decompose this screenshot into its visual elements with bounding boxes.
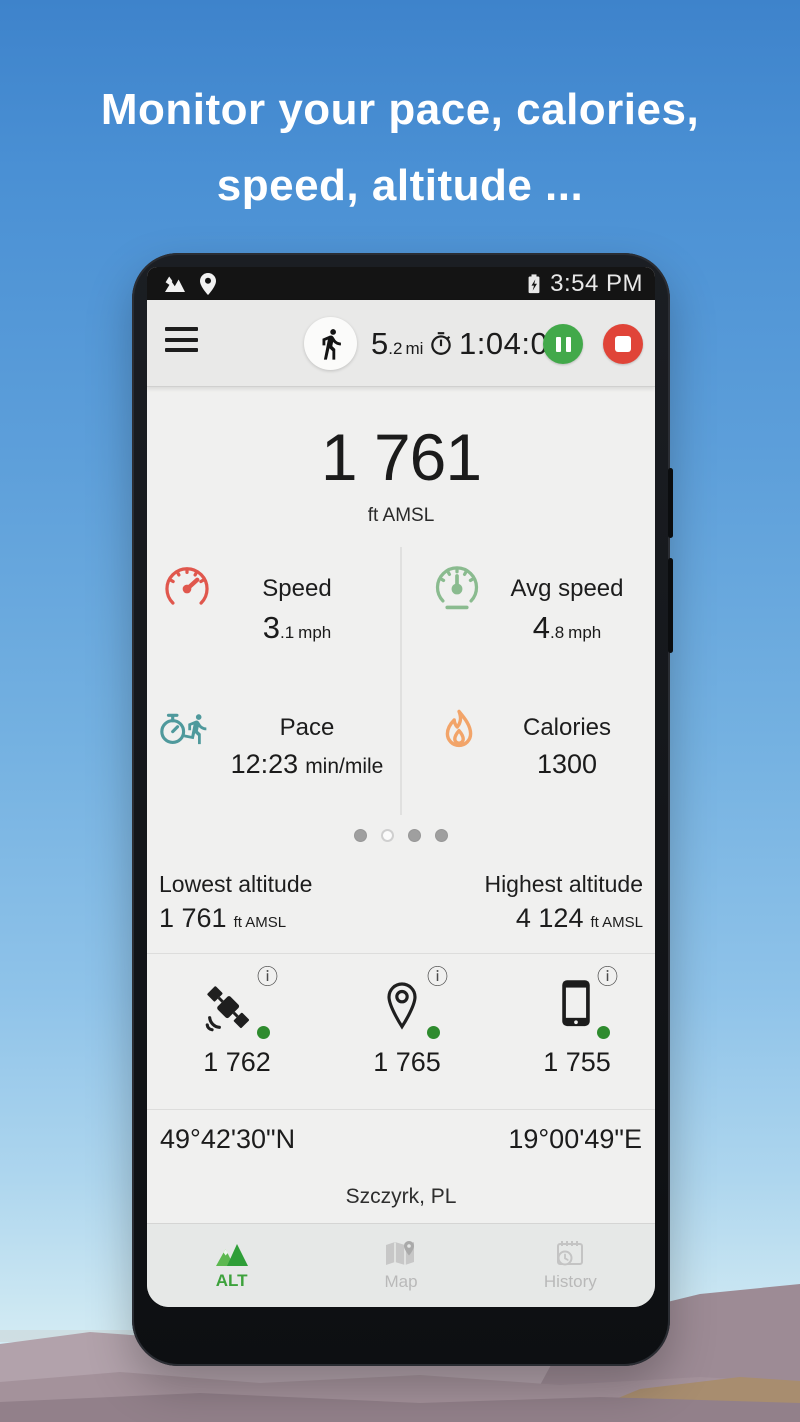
phone-altitude-sensor: ⓘ 1 755: [502, 966, 652, 1078]
pager-dot: [381, 829, 394, 842]
location-name: Szczyrk, PL: [345, 1185, 457, 1208]
pager-dots[interactable]: [147, 829, 655, 842]
avg-speed-label: Avg speed: [510, 575, 624, 602]
lowest-altitude: Lowest altitude 1 761 ft AMSL: [159, 871, 312, 934]
longitude-value: 19°00'49"E: [508, 1124, 642, 1154]
satellite-icon: [205, 986, 250, 1032]
location-status-dot: [427, 1026, 440, 1039]
pace-unit: min/mile: [305, 755, 384, 778]
current-altitude-unit: ft AMSL: [367, 505, 435, 526]
tab-history[interactable]: History: [486, 1239, 655, 1292]
location-altitude-value: 1 765: [373, 1047, 441, 1077]
map-icon: [385, 1241, 414, 1267]
history-calendar-icon: [557, 1241, 584, 1266]
phone-power-button: [668, 468, 673, 538]
tab-history-label: History: [543, 1272, 597, 1291]
highest-altitude-value: 4 124: [515, 903, 584, 933]
walking-person-icon: [322, 328, 341, 360]
avg-speed-card: Avg speed 4.8 mph: [491, 575, 643, 646]
vertical-divider: [400, 547, 402, 815]
activity-type-button[interactable]: [304, 317, 357, 370]
pager-dot: [354, 829, 367, 842]
calories-value: 1300: [536, 749, 598, 779]
speed-card: Speed 3.1 mph: [221, 575, 373, 646]
flame-icon: [445, 709, 473, 748]
pager-dot: [435, 829, 448, 842]
headline-line2: speed, altitude ...: [216, 161, 584, 210]
highest-altitude-unit: ft AMSL: [590, 914, 643, 931]
gps-altitude-value: 1 762: [203, 1047, 271, 1077]
calories-card: Calories 1300: [491, 714, 643, 780]
stop-button[interactable]: [603, 324, 643, 364]
gps-info-icon[interactable]: ⓘ: [257, 966, 278, 989]
tab-alt[interactable]: ALT: [147, 1240, 316, 1291]
smartphone-icon: [562, 980, 590, 1027]
distance-unit: mi: [405, 338, 424, 358]
location-info-icon[interactable]: ⓘ: [427, 966, 448, 989]
phone-screen: 3:54 PM 5.2 mi 1:04:02 1 761: [147, 267, 655, 1307]
headline: Monitor your pace, calories, speed, alti…: [0, 72, 800, 224]
avg-speedometer-icon: [435, 566, 479, 610]
app-toolbar: 5.2 mi 1:04:02: [147, 300, 655, 387]
pager-dot: [408, 829, 421, 842]
section-divider: [147, 1109, 655, 1110]
phone-mockup: 3:54 PM 5.2 mi 1:04:02 1 761: [132, 253, 673, 1366]
battery-charging-icon: [528, 273, 540, 293]
tab-map[interactable]: Map: [316, 1239, 485, 1292]
status-bar: 3:54 PM: [147, 267, 655, 300]
bottom-navigation: ALT Map: [147, 1223, 655, 1307]
speed-fraction: .1: [279, 623, 295, 642]
avg-speed-whole: 4: [532, 610, 550, 645]
speed-label: Speed: [262, 575, 332, 602]
status-time: 3:54 PM: [550, 269, 643, 297]
phone-info-icon[interactable]: ⓘ: [597, 966, 618, 989]
menu-button[interactable]: [165, 327, 199, 359]
tab-alt-label: ALT: [215, 1271, 248, 1290]
location-pin-icon: [387, 982, 417, 1030]
altimeter-panel: 1 761 ft AMSL Speed 3.1 mph: [147, 387, 655, 1223]
pace-runner-icon: [160, 713, 207, 745]
phone-volume-button: [668, 558, 673, 653]
speed-unit: mph: [298, 623, 332, 642]
highest-altitude: Highest altitude 4 124 ft AMSL: [484, 871, 643, 934]
distance-whole: 5: [371, 325, 389, 361]
location-notification-icon: [200, 272, 216, 295]
pace-label: Pace: [279, 714, 335, 741]
speedometer-icon: [165, 567, 209, 605]
highest-altitude-label: Highest altitude: [484, 871, 643, 897]
phone-altitude-value: 1 755: [543, 1047, 611, 1077]
lowest-altitude-label: Lowest altitude: [159, 871, 313, 897]
avg-speed-fraction: .8: [549, 623, 565, 642]
tab-map-label: Map: [384, 1272, 418, 1291]
location-altitude-sensor: ⓘ 1 765: [332, 966, 482, 1078]
current-altitude-value: 1 761: [320, 420, 482, 494]
section-divider: [147, 953, 655, 954]
pause-button[interactable]: [543, 324, 583, 364]
pace-value: 12:23: [230, 749, 299, 779]
avg-speed-unit: mph: [568, 623, 602, 642]
lowest-altitude-unit: ft AMSL: [233, 914, 287, 931]
lowest-altitude-value: 1 761: [159, 903, 227, 933]
phone-status-dot: [597, 1026, 610, 1039]
headline-line1: Monitor your pace, calories,: [100, 85, 700, 134]
mountains-icon: [215, 1244, 248, 1266]
distance-display: 5.2 mi: [371, 300, 423, 387]
gps-status-dot: [257, 1026, 270, 1039]
gps-altitude-sensor: ⓘ 1 762: [162, 966, 312, 1078]
mountain-notification-icon: [165, 276, 185, 292]
speed-whole: 3: [262, 610, 280, 645]
distance-fraction: .2: [388, 338, 403, 358]
calories-label: Calories: [522, 714, 612, 741]
pace-card: Pace 12:23 min/mile: [202, 714, 412, 780]
latitude-value: 49°42'30"N: [160, 1124, 296, 1154]
stopwatch-icon: [431, 332, 451, 355]
